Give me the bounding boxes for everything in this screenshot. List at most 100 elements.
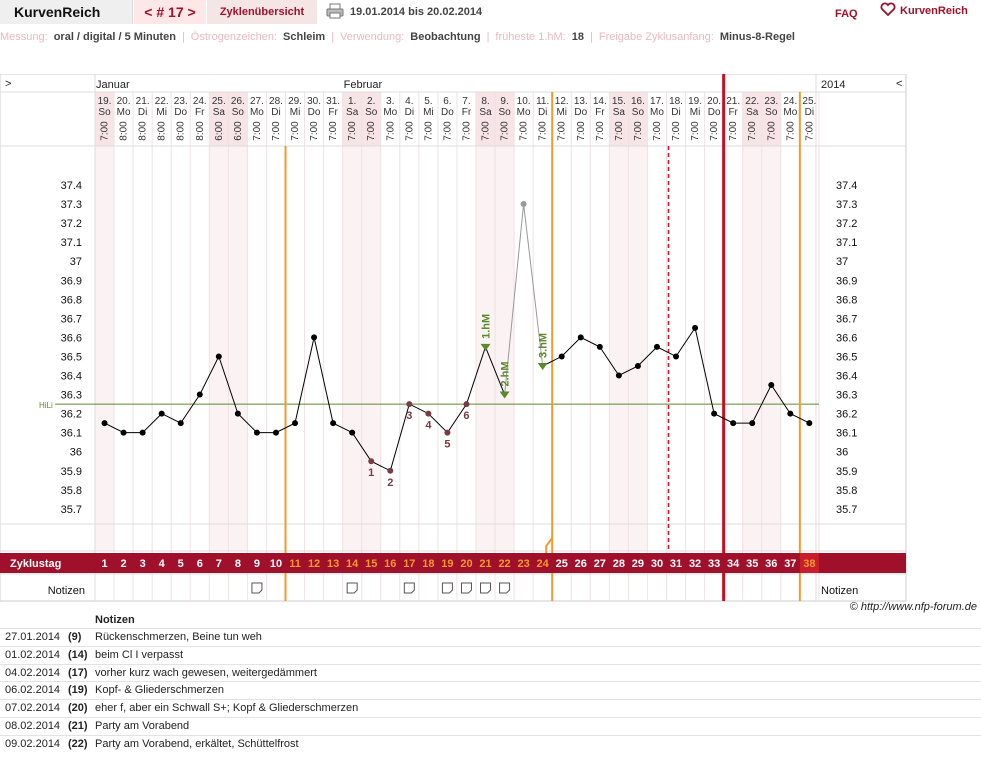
time-label: 7:00 [347,121,358,141]
weekday-label: Do [174,107,187,118]
cycle-day-label: 2 [121,558,127,570]
temperature-point [768,382,775,389]
meta-key: früheste 1.hM: [495,31,566,43]
weekday-label: Mi [556,107,567,118]
meta-key: Verwendung: [340,31,405,43]
weekend-header-shade [95,92,115,146]
note-row: 01.02.2014 (14) beim Cl I verpasst [0,645,981,664]
y-tick-label-left: 35.8 [61,485,82,497]
temperature-point [444,429,451,436]
note-date: 07.02.2014 [5,702,61,715]
note-icon[interactable] [346,582,358,594]
cycle-overview-link[interactable]: Zyklenübersicht [207,0,317,24]
time-label: 7:00 [785,121,796,141]
y-tick-label-left: 36.3 [61,390,82,402]
weekday-label: So [498,107,511,118]
y-tick-label-left: 36.2 [61,409,82,421]
top-bar: KurvenReich < # 17 > Zyklenübersicht 19.… [0,0,981,26]
cycle-day-label: 17 [403,558,415,570]
cycle-day-label: 31 [670,558,682,570]
nav-right-arrow[interactable]: < [896,78,902,90]
note-cycle-day: (21) [68,719,88,732]
weekday-label: Mi [290,107,301,118]
date-label: 31. [326,96,340,107]
weekday-label: Do [441,107,454,118]
y-tick-label-left: 36.5 [61,351,82,363]
faq-link[interactable]: FAQ [835,8,858,20]
meta-value: Beobachtung [410,31,481,43]
date-label: 15. [612,96,626,107]
time-label: 7:00 [690,121,701,141]
temperature-point [349,429,356,436]
note-icon[interactable] [460,582,472,594]
y-tick-label-right: 37.1 [836,237,857,249]
cycle-day-label: 9 [254,558,260,570]
print-icon[interactable] [326,3,344,19]
copyright[interactable]: © http://www.nfp-forum.de [849,601,977,613]
meta-separator: | [590,31,593,43]
note-icon[interactable] [403,582,415,594]
time-label: 6:00 [233,121,244,141]
weekday-label: Mo [517,107,531,118]
temperature-point [596,343,603,350]
meta-separator: | [486,31,490,43]
y-tick-label-left: 36.4 [61,371,82,383]
weekday-label: Di [405,107,414,118]
weekday-label: Sa [346,107,359,118]
temperature-point [406,401,413,408]
date-label: 22. [155,96,169,107]
date-label: 22. [745,96,759,107]
time-label: 7:00 [423,121,434,141]
weekday-label: Sa [746,107,759,118]
high-measurement-label: 3.hM [538,333,550,358]
temperature-point [120,429,127,436]
date-label: 25. [802,96,816,107]
temperature-point [463,401,470,408]
note-icon[interactable] [499,582,511,594]
note-icon[interactable] [441,582,453,594]
logo[interactable]: KurvenReich [880,0,968,22]
weekend-header-shade [361,92,381,146]
nav-left-arrow[interactable]: > [5,78,11,90]
temperature-point [673,353,680,360]
cycle-day-label: 24 [537,558,550,570]
brand-title[interactable]: KurvenReich [0,0,133,24]
y-tick-label-right: 36.2 [836,409,857,421]
note-icon[interactable] [251,582,263,594]
notes-header: Notizen [95,614,135,626]
cycle-day-label: 37 [784,558,796,570]
weekend-header-shade [628,92,648,146]
weekend-header-shade [761,92,781,146]
weekday-label: Fr [195,107,205,118]
note-cycle-day: (17) [68,666,88,679]
weekend-column-shade [361,146,381,551]
note-cycle-day: (22) [68,737,88,750]
weekday-label: Fr [462,107,472,118]
temperature-point [520,201,527,208]
high-measurement-marker [537,362,548,370]
note-row: 07.02.2014 (20) eher f, aber ein Schwall S… [0,699,981,717]
cycle-navigator[interactable]: < # 17 > [134,0,206,24]
temperature-point [139,429,146,436]
time-label: 7:00 [442,121,453,141]
temperature-chart: > <Januar Februar 201419.So7:0020.Mo8:0021.… [0,74,907,602]
y-tick-label-left: 37.4 [61,180,82,192]
cycle-day-label: 3 [140,558,146,570]
low-number-label: 5 [444,439,450,451]
y-tick-label-left: 36.1 [61,428,82,440]
weekday-label: Mi [156,107,167,118]
y-tick-label-left: 36.9 [61,275,82,287]
cycle-day-label: 34 [727,558,740,570]
cycle-day-row-label: Zyklustag [10,558,61,570]
date-label: 13. [574,96,588,107]
weekday-label: Sa [479,107,492,118]
note-row: 27.01.2014 (9) Rückenschmerzen, Beine tun … [0,628,981,646]
cycle-day-label: 18 [422,558,434,570]
cycle-day-label: 30 [651,558,663,570]
weekend-header-shade [476,92,496,146]
y-tick-label-left: 35.9 [61,466,82,478]
date-label: 3. [386,96,394,107]
y-tick-label-right: 36.5 [836,351,857,363]
time-label: 7:00 [633,121,644,141]
note-icon[interactable] [480,582,492,594]
